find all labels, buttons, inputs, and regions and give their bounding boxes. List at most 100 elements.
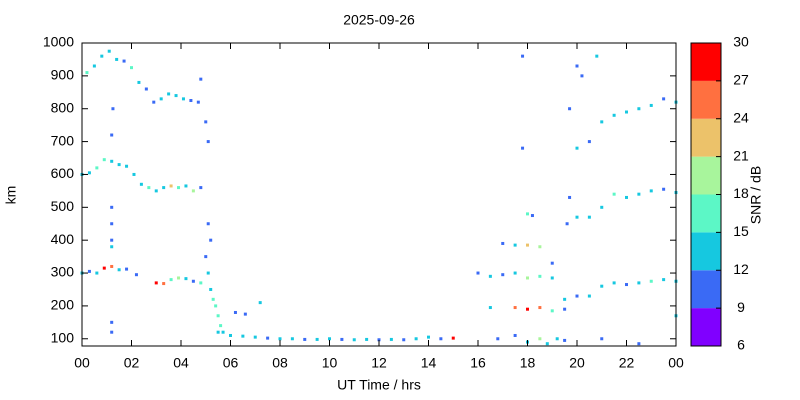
data-point: [92, 64, 96, 68]
data-point: [414, 337, 418, 341]
data-point: [206, 222, 210, 226]
data-point: [575, 294, 579, 298]
data-point: [169, 278, 173, 282]
data-point: [580, 74, 584, 78]
y-tick-label: 100: [51, 329, 75, 345]
data-point: [340, 337, 344, 341]
data-point: [110, 320, 114, 324]
data-point: [625, 195, 628, 199]
data-point: [538, 306, 542, 310]
data-point: [139, 182, 143, 186]
data-point: [600, 120, 604, 124]
x-tick-label: 22: [619, 355, 635, 371]
data-point: [377, 338, 381, 342]
data-point: [612, 113, 616, 117]
data-point: [110, 205, 114, 209]
colorbar-segment: [691, 156, 721, 195]
data-point: [526, 276, 529, 280]
data-point: [550, 261, 554, 265]
x-tick-label: 12: [371, 355, 387, 371]
x-tick-label: 18: [520, 355, 536, 371]
colorbar-segment: [691, 194, 721, 233]
data-point: [233, 310, 237, 314]
data-point: [102, 266, 106, 270]
y-tick-label: 700: [51, 132, 75, 148]
data-point: [110, 133, 114, 137]
data-point: [110, 238, 114, 242]
data-point: [122, 59, 126, 63]
data-point: [563, 297, 567, 301]
x-tick-label: 00: [74, 355, 90, 371]
colorbar-segment: [691, 308, 721, 346]
data-point: [204, 255, 208, 259]
y-axis-label: km: [3, 186, 19, 205]
data-point: [600, 205, 604, 209]
data-point: [496, 337, 500, 341]
data-point: [637, 192, 641, 196]
colorbar-segment: [691, 118, 721, 157]
data-point: [555, 337, 559, 341]
data-point: [95, 271, 99, 275]
data-point: [243, 312, 247, 316]
data-point: [100, 54, 104, 58]
data-point: [612, 192, 616, 196]
colorbar-segment: [691, 80, 721, 119]
data-point: [545, 342, 549, 346]
data-point: [209, 287, 213, 291]
data-point: [110, 245, 114, 249]
data-point: [637, 281, 641, 285]
data-point: [174, 94, 178, 98]
data-point: [439, 337, 443, 341]
colorbar-segment: [691, 232, 721, 271]
data-point: [216, 330, 220, 334]
data-point: [125, 164, 129, 168]
colorbar-tick-label: 21: [733, 147, 749, 163]
data-point: [152, 100, 156, 104]
data-point: [328, 337, 331, 341]
x-tick-label: 20: [569, 355, 585, 371]
data-point: [204, 120, 208, 124]
data-point: [137, 80, 141, 84]
data-point: [110, 330, 114, 334]
data-point: [649, 189, 653, 193]
data-point: [587, 215, 591, 219]
data-point: [451, 336, 455, 340]
y-tick-label: 1000: [43, 34, 74, 50]
x-tick-label: 06: [223, 355, 239, 371]
data-point: [315, 337, 319, 341]
data-point: [538, 337, 542, 341]
data-point: [501, 241, 505, 245]
data-point: [95, 166, 99, 170]
data-point: [476, 271, 480, 275]
data-point: [625, 110, 628, 114]
data-point: [134, 273, 138, 277]
data-point: [144, 87, 148, 91]
data-point: [219, 324, 223, 328]
data-point: [162, 282, 166, 286]
data-point: [625, 283, 628, 287]
data-point: [87, 269, 91, 273]
data-point: [147, 186, 151, 190]
data-point: [649, 103, 653, 107]
data-point: [258, 301, 262, 305]
data-point: [117, 268, 121, 272]
data-point: [110, 264, 114, 268]
data-point: [538, 274, 542, 278]
data-point: [253, 335, 257, 339]
data-point: [575, 64, 579, 68]
x-tick-label: 08: [272, 355, 288, 371]
data-point: [637, 107, 641, 111]
data-point: [216, 314, 220, 318]
y-tick-label: 900: [51, 67, 75, 83]
x-tick-label: 00: [668, 355, 684, 371]
x-tick-label: 14: [421, 355, 437, 371]
data-point: [575, 146, 579, 150]
data-point: [191, 279, 195, 283]
data-point: [662, 187, 666, 191]
colorbar-tick-label: 30: [733, 34, 749, 50]
colorbar-tick-label: 24: [733, 109, 749, 125]
y-tick-label: 500: [51, 198, 75, 214]
data-point: [600, 284, 604, 288]
data-point: [600, 337, 604, 341]
